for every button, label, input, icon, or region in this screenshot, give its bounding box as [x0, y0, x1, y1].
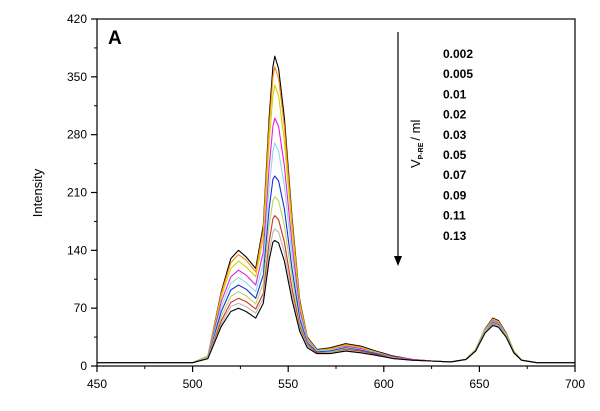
- svg-text:VP-RE/ ml: VP-RE/ ml: [408, 120, 425, 168]
- legend-entry: 0.11: [443, 209, 466, 223]
- x-tick-label: 650: [469, 377, 489, 391]
- legend: 0.002 0.005 0.01 0.02 0.03 0.05 0.07 0.09 0.11 0.…: [443, 47, 473, 243]
- volume-label: VP-RE/ ml: [408, 120, 425, 168]
- legend-entry: 0.02: [443, 108, 467, 122]
- series-line-1: [97, 55, 575, 364]
- x-tick-label: 500: [183, 377, 203, 391]
- x-tick-label: 600: [374, 377, 394, 391]
- y-tick-label: 350: [67, 70, 87, 84]
- legend-entry: 0.005: [443, 67, 473, 81]
- series-line-8: [97, 215, 575, 364]
- y-tick-label: 70: [74, 301, 88, 315]
- legend-entry: 0.03: [443, 128, 467, 142]
- volume-label-sub: P-RE: [418, 142, 425, 159]
- x-tick-label: 450: [87, 377, 107, 391]
- x-tick-label: 700: [565, 377, 585, 391]
- trend-arrow-head-icon: [394, 256, 402, 266]
- series-line-6: [97, 175, 575, 364]
- y-tick-label: 140: [67, 243, 87, 257]
- axis-tick-labels: 450 500 550 600 650 700 0 70 140 210 280 350 420: [67, 12, 585, 391]
- legend-entry: 0.09: [443, 188, 467, 202]
- series-line-3: [97, 84, 575, 364]
- axis-ticks: [91, 18, 576, 372]
- legend-entry: 0.13: [443, 229, 467, 243]
- series-line-7: [97, 196, 575, 364]
- volume-label-unit: / ml: [408, 120, 423, 141]
- series-line-9: [97, 228, 575, 364]
- y-axis-title: Intensity: [30, 168, 45, 217]
- series-line-2: [97, 66, 575, 364]
- y-tick-label: 420: [67, 12, 87, 26]
- legend-entry: 0.002: [443, 47, 473, 61]
- volume-label-main: V: [408, 159, 423, 168]
- y-tick-label: 0: [80, 359, 87, 373]
- series-line-4: [97, 117, 575, 364]
- series-line-5: [97, 142, 575, 364]
- legend-entry: 0.07: [443, 168, 467, 182]
- plot-series-group: [97, 55, 575, 364]
- panel-label: A: [108, 28, 122, 49]
- y-tick-label: 210: [67, 186, 87, 200]
- plot-frame: [96, 18, 576, 367]
- x-tick-label: 550: [278, 377, 298, 391]
- series-line-10: [97, 239, 575, 364]
- legend-entry: 0.01: [443, 87, 467, 101]
- legend-entry: 0.05: [443, 148, 467, 162]
- y-tick-label: 280: [67, 128, 87, 142]
